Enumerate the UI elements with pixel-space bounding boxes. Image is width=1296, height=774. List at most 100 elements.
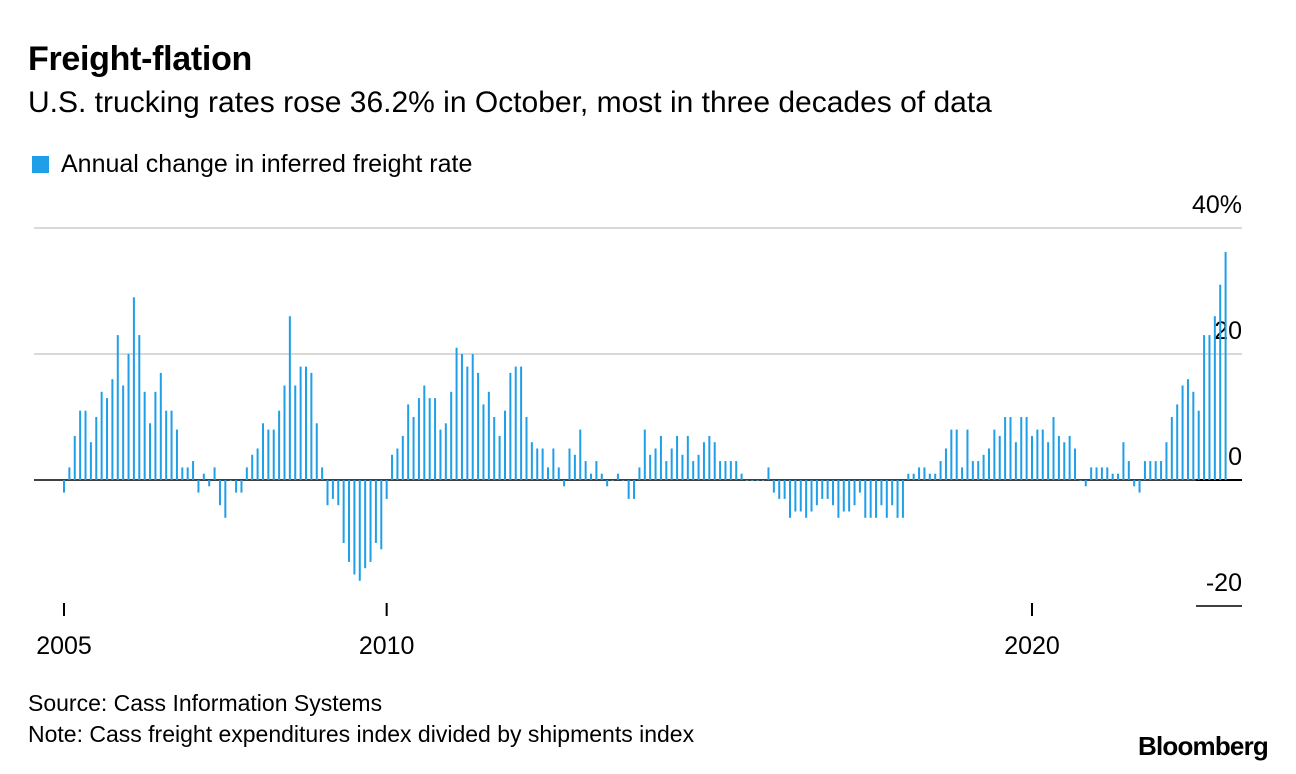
bar [987,448,990,480]
bar [837,480,840,518]
bar [342,480,345,543]
bar [659,435,662,480]
bar [557,467,560,480]
bar [1025,417,1028,480]
bar [337,480,340,506]
bar [1160,461,1163,480]
x-tick-label: 2010 [359,632,415,660]
bar [380,480,383,550]
bar [918,467,921,480]
bar [649,454,652,480]
bar [1219,284,1222,480]
bar [84,410,87,480]
bar [1047,442,1050,480]
bar [1068,435,1071,480]
bar [181,467,184,480]
x-tick-label: 2005 [36,632,92,660]
bar [670,448,673,480]
bar [272,429,275,480]
bar [165,410,168,480]
bar [428,398,431,480]
bar [401,435,404,480]
bar [439,429,442,480]
bar [864,480,867,518]
bar [364,480,367,569]
bar [63,480,65,493]
bar [455,347,458,480]
bar [697,454,700,480]
bar [1095,467,1098,480]
bar [315,423,318,480]
bar [568,448,571,480]
bar [880,480,883,506]
bar [321,467,324,480]
bar [520,366,523,480]
bar [729,461,732,480]
bar [595,461,598,480]
bar [1031,435,1033,480]
y-tick-label: 40% [1192,191,1242,219]
bar [875,480,878,518]
bar [100,391,103,480]
bar [939,461,942,480]
bar [665,461,668,480]
legend-swatch [32,156,49,173]
bar [901,480,904,518]
bar [1041,429,1044,480]
bar [810,480,813,512]
bar [294,385,297,480]
bar [600,473,603,480]
bar [396,448,399,480]
bar [434,398,437,480]
bar [643,429,646,480]
bar [622,480,625,481]
x-tick-label: 2020 [1004,632,1060,660]
y-tick-label: -20 [1206,569,1242,597]
bar [245,467,248,480]
bar [1057,435,1060,480]
note-text: Note: Cass freight expenditures index di… [28,721,695,747]
bar [1004,417,1007,480]
bar [762,480,765,481]
bar [805,480,808,518]
bar [288,316,291,480]
bar [778,480,781,499]
bar [955,429,958,480]
bar [719,461,722,480]
bar [982,454,985,480]
bar [541,448,544,480]
bar [487,391,490,480]
bar [261,423,264,480]
bar [907,473,910,480]
bar [912,473,915,480]
bar [853,480,856,506]
bar [1224,251,1227,480]
bar [111,379,114,480]
bar [563,480,566,487]
bar [1213,316,1216,480]
bar [961,467,964,480]
chart-subtitle: U.S. trucking rates rose 36.2% in Octobe… [28,86,992,119]
bar [1100,467,1103,480]
bar [213,467,216,480]
bar [1127,461,1130,480]
bar [858,480,861,493]
bar [1133,480,1136,487]
bar [1106,467,1109,480]
bar [606,480,609,487]
bar [966,429,969,480]
bar [482,404,485,480]
bar [584,461,587,480]
bar [466,366,469,480]
bar [928,473,931,480]
bar [681,454,684,480]
bar [138,335,141,480]
bar [977,461,980,480]
bar [1014,442,1017,480]
bar [310,372,313,480]
bar [299,366,302,480]
bar [326,480,329,506]
bar [536,448,539,480]
y-tick-label: 20 [1214,317,1242,345]
bar [1020,417,1023,480]
